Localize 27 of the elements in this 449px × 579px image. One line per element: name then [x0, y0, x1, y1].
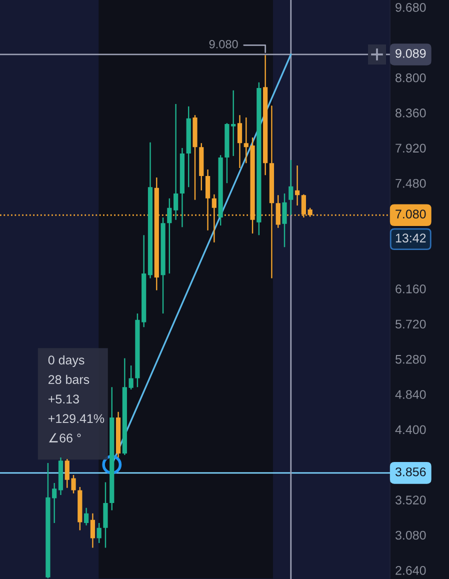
ref-line-label: 9.089	[396, 48, 426, 58]
y-tick-label: 3.520	[395, 496, 426, 504]
y-tick-label: 6.160	[396, 284, 426, 294]
y-tick-label: 3.080	[395, 530, 426, 540]
annotation: 0 days	[48, 355, 84, 367]
annotation: +5.13	[48, 394, 79, 404]
y-tick-label: 4.400	[395, 425, 426, 434]
candlestick	[294, 166, 300, 206]
ref-line-label: 3.856	[395, 467, 426, 476]
y-tick-label: 2.640	[396, 566, 426, 575]
ref-line-label: 7.080	[396, 210, 426, 218]
candlestick	[212, 194, 216, 242]
y-tick-label: 5.280	[396, 354, 426, 364]
annotation: ∠66 °	[48, 433, 81, 442]
y-tick-label: 7.920	[396, 144, 426, 153]
annotation: +129.41%	[48, 414, 104, 423]
text: 13:42	[396, 234, 426, 242]
candlestick	[174, 104, 178, 220]
y-tick-label: 4.840	[395, 390, 426, 399]
candlestick	[237, 115, 242, 168]
y-tick-label: 9.680	[396, 3, 426, 12]
y-tick-label: 8.360	[396, 108, 426, 118]
annotation: 28 bars	[48, 374, 90, 384]
annotation: 9.080	[209, 40, 238, 48]
y-tick-label: 5.720	[396, 320, 426, 329]
y-tick-label: 7.480	[396, 178, 426, 188]
y-tick-label: 8.800	[396, 73, 426, 82]
